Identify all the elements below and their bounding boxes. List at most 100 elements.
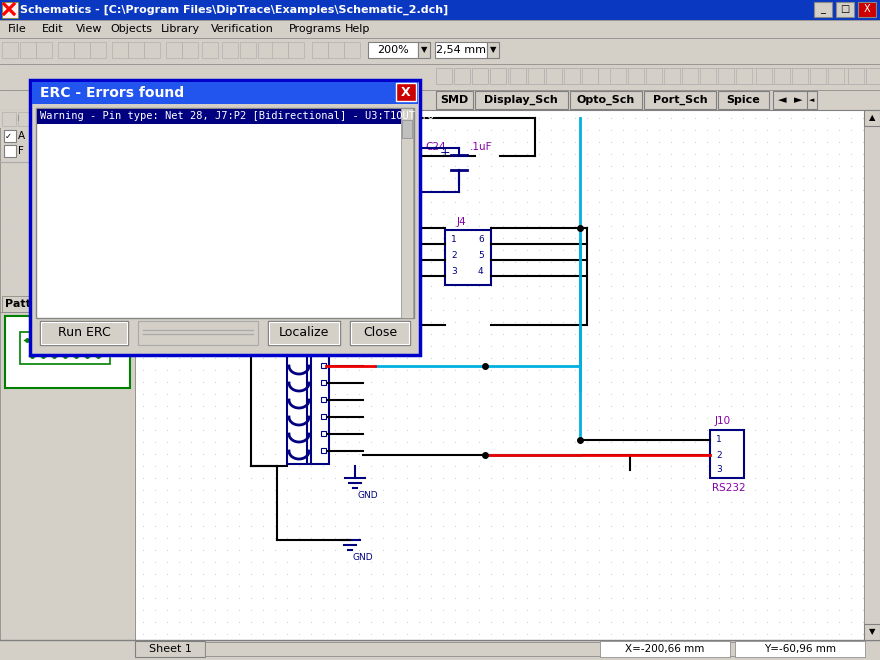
Text: 4: 4 [478, 267, 484, 277]
Bar [774, 68, 790, 84]
Bar [321, 363, 326, 368]
Bar [868, 68, 880, 84]
Bar [402, 120, 412, 138]
Bar [773, 91, 809, 109]
Bar [652, 68, 668, 84]
Bar [526, 68, 542, 84]
Bar [20, 42, 36, 58]
Text: X=-200,66 mm: X=-200,66 mm [626, 644, 705, 654]
Text: GND: GND [357, 490, 378, 500]
Bar [36, 42, 52, 58]
Text: Opto_Sch: Opto_Sch [577, 95, 635, 105]
Bar [580, 68, 596, 84]
Text: File: File [8, 24, 26, 34]
Text: Verification: Verification [211, 24, 274, 34]
Bar [0, 90, 880, 110]
Bar [742, 68, 758, 84]
Text: DB50F: DB50F [42, 209, 84, 222]
Text: Programs: Programs [289, 24, 341, 34]
Bar [121, 165, 134, 291]
Bar [724, 68, 740, 84]
Text: GND: GND [352, 552, 372, 562]
Text: A: A [18, 131, 26, 141]
Text: X: X [863, 4, 870, 14]
Bar [700, 68, 716, 84]
Text: Help: Help [345, 24, 370, 34]
Bar [0, 110, 135, 660]
Bar [848, 68, 864, 84]
Bar [490, 68, 506, 84]
Bar [710, 430, 744, 478]
Bar [287, 356, 329, 464]
Text: DB50M: DB50M [40, 230, 85, 244]
Text: 200%: 200% [378, 45, 409, 55]
Bar [544, 68, 560, 84]
Bar [2, 42, 18, 58]
Bar [0, 38, 880, 64]
Bar [792, 68, 808, 84]
Bar [670, 68, 686, 84]
Bar [20, 332, 110, 364]
Bar [90, 42, 106, 58]
Bar [610, 68, 626, 84]
Text: 1: 1 [451, 236, 457, 244]
Bar [562, 68, 578, 84]
Text: Localize: Localize [279, 327, 329, 339]
Bar [18, 112, 32, 126]
Bar [222, 42, 238, 58]
Bar [490, 68, 506, 84]
Bar [778, 68, 794, 84]
Text: _: _ [820, 4, 825, 14]
Bar [436, 91, 473, 109]
Bar [718, 68, 734, 84]
Bar [368, 42, 418, 58]
Bar [832, 68, 848, 84]
Text: Pattern: DB15F: Pattern: DB15F [5, 299, 100, 309]
Bar [582, 68, 598, 84]
Text: Run ERC: Run ERC [57, 327, 110, 339]
Bar [138, 321, 258, 345]
Text: 3: 3 [716, 465, 722, 475]
Bar [4, 145, 16, 157]
Bar [321, 380, 326, 385]
Bar [269, 322, 339, 344]
Bar [866, 68, 880, 84]
Text: +: + [440, 145, 451, 158]
Bar [616, 68, 632, 84]
Text: Warning - Pin type: Net 28, J7:P2 [Bidirectional] - U3:T1OUT [O: Warning - Pin type: Net 28, J7:P2 [Bidir… [40, 111, 434, 121]
Bar [396, 83, 416, 101]
Text: F: F [18, 146, 24, 156]
Bar [2, 112, 16, 126]
Text: J4: J4 [457, 217, 466, 227]
Bar [0, 64, 880, 90]
Text: Library: Library [160, 24, 200, 34]
Text: J7: J7 [271, 347, 281, 357]
Text: X: X [401, 86, 411, 98]
Bar [122, 179, 133, 204]
Bar [258, 42, 274, 58]
Bar [858, 2, 876, 17]
Bar [472, 68, 488, 84]
Bar [0, 20, 880, 38]
Bar [688, 68, 704, 84]
Bar [810, 68, 826, 84]
Bar [796, 68, 812, 84]
Text: .1uF: .1uF [470, 142, 493, 152]
Bar [418, 42, 430, 58]
Text: ▲: ▲ [869, 114, 876, 123]
Text: Part: Part [5, 113, 27, 123]
Bar [570, 91, 642, 109]
Bar [344, 42, 360, 58]
Bar [454, 68, 470, 84]
Bar [205, 642, 864, 656]
Text: RS232: RS232 [712, 483, 745, 493]
Bar [436, 68, 452, 84]
Bar [807, 91, 817, 109]
Text: Objects: Objects [110, 24, 152, 34]
Bar [487, 42, 499, 58]
Bar [706, 68, 722, 84]
Bar [2, 185, 123, 204]
Text: 6: 6 [478, 236, 484, 244]
Text: 5: 5 [478, 251, 484, 261]
Text: ▼: ▼ [125, 282, 131, 288]
